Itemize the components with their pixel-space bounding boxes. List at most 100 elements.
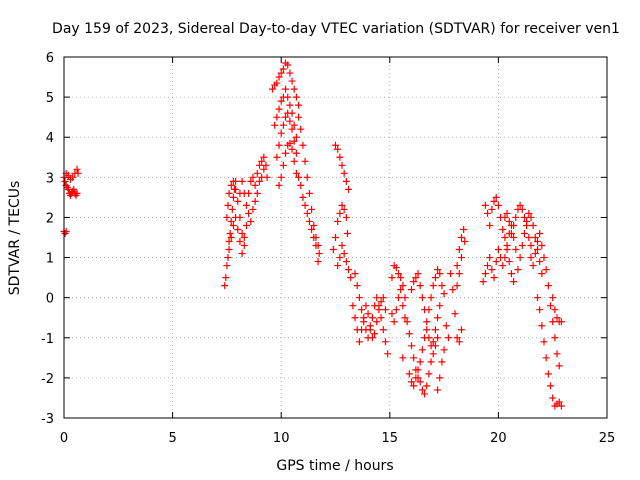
data-points (60, 59, 565, 410)
x-tick-label: 20 (490, 431, 507, 446)
data-point (290, 121, 298, 129)
x-tick-label: 10 (273, 431, 290, 446)
data-point (381, 338, 389, 346)
data-point (423, 382, 431, 390)
data-point (388, 310, 396, 318)
data-point (225, 238, 233, 246)
data-point (273, 153, 281, 161)
data-point (73, 165, 81, 173)
data-point (279, 161, 287, 169)
data-point (525, 234, 533, 241)
data-point (549, 394, 557, 402)
data-point (536, 306, 544, 314)
data-point (553, 350, 561, 358)
data-point (529, 221, 537, 229)
data-point (461, 238, 469, 246)
data-point (301, 157, 309, 165)
data-point (336, 254, 344, 262)
data-point (414, 270, 422, 278)
data-point (70, 185, 78, 193)
data-point (516, 201, 524, 209)
data-point (555, 362, 563, 370)
data-point (342, 258, 350, 266)
data-point (408, 286, 416, 294)
data-point (338, 242, 346, 250)
data-point (399, 282, 407, 290)
data-point (392, 306, 400, 314)
data-point (494, 246, 502, 254)
data-point (423, 326, 431, 334)
data-point (381, 306, 389, 314)
plot-frame (63, 56, 608, 419)
data-point (273, 79, 281, 87)
data-point (388, 274, 396, 282)
data-point (557, 318, 565, 326)
data-point (364, 310, 372, 318)
y-tick-label: 4 (46, 131, 54, 146)
data-point (297, 125, 305, 133)
data-point (224, 201, 232, 209)
data-point (425, 306, 433, 314)
data-point (397, 286, 405, 294)
data-point (351, 314, 359, 322)
data-point (481, 270, 489, 278)
data-point (295, 101, 303, 109)
data-point (338, 161, 346, 169)
data-point (286, 101, 294, 109)
data-point (232, 213, 240, 221)
data-point (547, 302, 555, 310)
data-point (536, 258, 544, 266)
data-point (492, 193, 500, 201)
data-point (429, 338, 437, 346)
data-point (429, 282, 437, 290)
data-point (227, 217, 235, 225)
data-point (434, 334, 442, 342)
data-point (240, 242, 248, 250)
data-point (223, 213, 231, 221)
data-point (232, 185, 240, 193)
y-tick-label: -3 (41, 412, 54, 427)
data-point (457, 326, 465, 334)
data-point (412, 274, 420, 282)
data-point (255, 177, 263, 185)
data-point (229, 221, 237, 229)
data-point (512, 246, 520, 254)
data-point (538, 242, 546, 250)
data-point (277, 173, 285, 181)
data-point (305, 189, 313, 197)
data-point (427, 342, 435, 350)
data-point (392, 264, 400, 272)
data-point (224, 254, 232, 262)
data-point (292, 149, 300, 157)
data-point (527, 213, 535, 221)
data-point (531, 250, 539, 258)
data-point (345, 185, 353, 193)
data-point (410, 382, 418, 390)
data-point (501, 254, 509, 262)
data-point (303, 173, 311, 181)
data-point (288, 125, 296, 133)
data-point (377, 298, 385, 306)
data-point (279, 121, 287, 129)
data-point (373, 294, 381, 302)
data-point (349, 302, 357, 310)
data-point (453, 334, 461, 342)
data-point (286, 117, 294, 125)
data-point (447, 270, 455, 278)
data-point (488, 266, 496, 274)
data-point (362, 302, 370, 310)
data-point (73, 189, 81, 197)
data-point (505, 217, 513, 225)
data-point (360, 318, 368, 326)
y-tick-label: 6 (46, 51, 54, 66)
data-point (427, 358, 435, 366)
y-tick-label: 0 (46, 292, 54, 307)
data-point (451, 310, 459, 318)
data-point (503, 246, 511, 254)
data-point (292, 169, 300, 177)
data-point (277, 129, 285, 137)
data-point (299, 141, 307, 149)
data-point (403, 318, 411, 326)
data-point (416, 358, 424, 366)
data-point (255, 161, 263, 169)
